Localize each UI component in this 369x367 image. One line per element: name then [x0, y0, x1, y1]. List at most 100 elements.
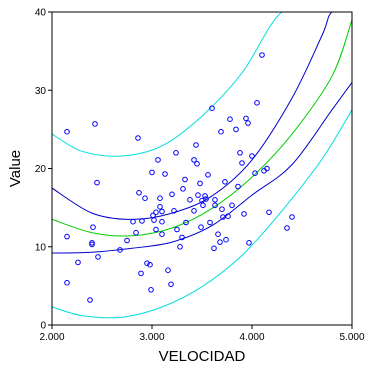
data-point	[249, 153, 255, 159]
data-point	[155, 157, 161, 163]
data-point	[171, 208, 177, 214]
data-point	[165, 267, 171, 274]
y-tick-label: 0	[40, 321, 46, 332]
data-point	[117, 247, 123, 253]
data-point	[139, 218, 145, 224]
data-point	[198, 224, 204, 230]
data-point	[209, 105, 215, 111]
data-point	[203, 196, 209, 202]
data-point	[130, 218, 136, 225]
data-point	[202, 193, 208, 199]
y-tick-label: 20	[35, 164, 47, 175]
data-point	[147, 261, 153, 268]
data-point	[212, 202, 218, 209]
data-point	[243, 115, 249, 122]
data-point	[191, 157, 197, 163]
confidence-upper-curve	[52, 12, 352, 220]
data-point	[183, 219, 189, 226]
data-point	[173, 150, 179, 156]
data-point	[157, 195, 163, 201]
data-point	[136, 190, 142, 196]
x-tick-label: 3.000	[139, 332, 164, 343]
data-point	[266, 209, 272, 216]
data-point	[159, 208, 165, 215]
data-point	[194, 161, 200, 167]
data-point	[162, 171, 168, 177]
prediction-upper-curve	[52, 12, 352, 157]
y-tick-label: 40	[35, 8, 47, 19]
data-point	[90, 224, 96, 230]
data-point	[212, 197, 218, 203]
plot-frame	[51, 11, 353, 326]
y-axis-title: Value	[7, 150, 24, 187]
prediction-lower-curve	[52, 109, 352, 319]
data-point	[92, 121, 98, 127]
data-point	[64, 279, 70, 286]
data-point	[177, 244, 183, 250]
data-point	[187, 197, 193, 203]
data-point	[179, 234, 185, 241]
data-point	[133, 229, 139, 236]
points-layer	[64, 52, 295, 303]
x-tick-label: 2.000	[39, 332, 64, 343]
data-point	[135, 135, 141, 141]
data-point	[64, 128, 70, 135]
data-point	[195, 192, 201, 198]
data-point	[227, 116, 233, 122]
data-point	[205, 172, 211, 178]
data-point	[235, 183, 241, 190]
data-point	[229, 202, 235, 209]
data-point	[223, 236, 229, 243]
data-point	[94, 179, 100, 186]
data-point	[215, 231, 221, 237]
curves-layer	[52, 12, 352, 319]
data-point	[182, 176, 188, 183]
data-point	[124, 237, 130, 244]
data-point	[168, 281, 174, 288]
data-point	[95, 254, 101, 260]
data-point	[259, 52, 265, 58]
data-point	[222, 179, 228, 185]
data-point	[148, 287, 154, 293]
data-point	[217, 239, 223, 245]
data-point	[138, 270, 144, 277]
confidence-lower-curve	[52, 82, 352, 254]
data-point	[87, 297, 93, 303]
data-point	[207, 219, 213, 226]
data-point	[225, 213, 231, 219]
x-tick-label: 4.000	[239, 332, 264, 343]
data-point	[200, 202, 206, 209]
data-point	[159, 231, 165, 237]
data-point	[264, 165, 270, 172]
y-tick-label: 30	[35, 86, 47, 97]
data-point	[254, 100, 260, 106]
data-point	[151, 217, 157, 223]
data-point	[89, 241, 95, 248]
data-point	[289, 214, 295, 220]
data-point	[245, 120, 251, 126]
data-point	[159, 218, 165, 225]
data-point	[220, 214, 226, 220]
data-point	[75, 259, 81, 266]
data-point	[197, 180, 203, 187]
data-point	[64, 233, 70, 240]
data-point	[149, 169, 155, 176]
data-point	[239, 160, 245, 166]
data-point	[144, 260, 150, 267]
data-point	[153, 226, 159, 233]
data-point	[246, 240, 252, 246]
data-point	[211, 245, 217, 252]
ticks-layer: 2.000 3.000 4.000 5.000 0 10 20 30 40	[35, 8, 365, 344]
x-axis-title: VELOCIDAD	[159, 348, 246, 365]
data-point	[174, 226, 180, 233]
data-point	[157, 204, 163, 210]
data-point	[252, 170, 258, 176]
data-point	[89, 240, 95, 246]
data-point	[218, 128, 224, 135]
data-point	[169, 191, 175, 198]
data-point	[153, 209, 159, 216]
fit-curve	[52, 19, 352, 237]
x-tick-label: 5.000	[339, 332, 364, 343]
data-point	[284, 225, 290, 231]
